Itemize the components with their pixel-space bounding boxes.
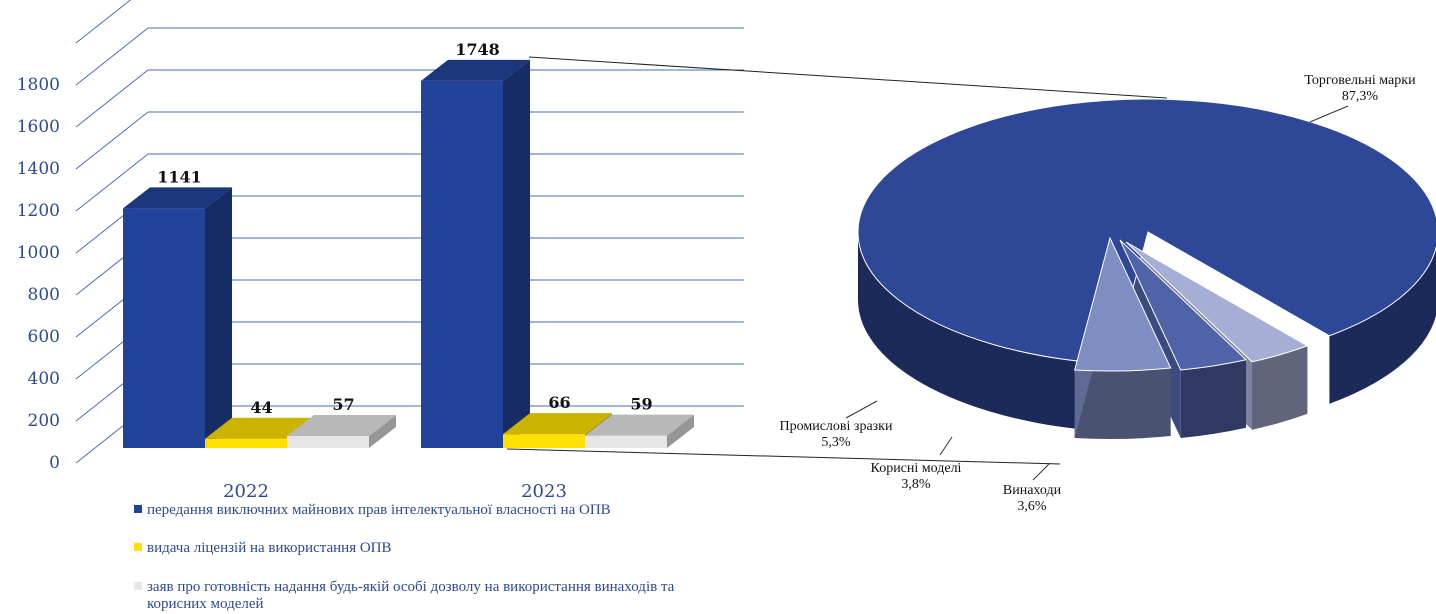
legend-label: передання виключних майнових прав інтеле… (147, 502, 611, 518)
x-tick-label: 2022 (223, 481, 269, 500)
bar (585, 435, 667, 448)
y-tick-label: 800 (28, 285, 60, 305)
legend-swatch (134, 582, 142, 590)
pie-value-label: 5,3% (821, 435, 851, 450)
bar-top (503, 413, 612, 435)
bar (205, 438, 287, 448)
y-tick-label: 1800 (17, 75, 60, 95)
bar-side (667, 414, 694, 448)
pie-slice-side (858, 232, 1113, 433)
bar (421, 80, 503, 449)
data-label: 1748 (455, 40, 500, 59)
data-label: 57 (332, 395, 354, 414)
label-leader (845, 400, 878, 419)
legend-label: видача ліцензій на використання ОПВ (147, 540, 392, 556)
label-leader (1309, 105, 1349, 123)
pie-slice-side (1252, 345, 1308, 430)
pie-label: Торговельні марки (1304, 73, 1416, 88)
legend-swatch (134, 505, 142, 513)
bar-side (503, 59, 530, 449)
pie-slice (857, 98, 1436, 365)
pie-slice (1119, 239, 1248, 371)
legend-swatch (134, 543, 142, 551)
pie-label: Корисні моделі (871, 461, 962, 476)
pie-slice-side (1180, 359, 1247, 439)
y-tick-label: 1000 (17, 243, 60, 263)
bar-top (205, 417, 314, 439)
y-tick-label: 600 (28, 327, 60, 347)
bar-side (205, 187, 232, 448)
label-leader (1032, 462, 1051, 481)
y-tick-label: 200 (28, 411, 60, 431)
y-tick-label: 400 (28, 369, 60, 389)
bar-top (421, 59, 530, 81)
connector-line (528, 56, 1168, 99)
gridline-diagonal (75, 27, 149, 86)
bar (123, 208, 205, 448)
gridline-diagonal (75, 0, 132, 44)
pie-value-label: 87,3% (1342, 89, 1379, 104)
data-label: 59 (630, 395, 652, 414)
pie-slice (1074, 236, 1172, 372)
legend-item-licenses: видача ліцензій на використання ОПВ (134, 540, 734, 557)
legend-label: заяв про готовність надання будь-якій ос… (147, 579, 675, 612)
pie-slice-side (1329, 247, 1436, 404)
pie-value-label: 3,6% (1017, 499, 1047, 514)
y-tick-label: 1400 (17, 159, 60, 179)
gridline-diagonal (75, 111, 149, 170)
bar-chart: 0 200 400 600 800 1000 1200 1400 1600 1800 1141 44 5… (17, 0, 744, 500)
y-tick-label: 0 (49, 453, 60, 473)
connector-line (506, 448, 1061, 465)
gridline-diagonal (75, 153, 149, 212)
data-label: 66 (548, 393, 570, 412)
data-label: 1141 (157, 167, 202, 186)
bar-side (369, 415, 396, 448)
pie-label: Винаходи (1003, 483, 1062, 498)
bar-top (585, 414, 694, 436)
bar (503, 434, 585, 448)
legend-item-declarations: заяв про готовність надання будь-якій ос… (134, 579, 734, 613)
data-label: 44 (250, 398, 272, 417)
x-tick-label: 2023 (521, 481, 567, 500)
pie-value-label: 3,8% (901, 477, 931, 492)
gridline-diagonal (75, 69, 149, 128)
pie-slice (1125, 241, 1309, 363)
pie-label: Промислові зразки (780, 419, 893, 434)
bar-top (287, 415, 396, 437)
bar-top (123, 187, 232, 209)
pie-slice-side (1074, 368, 1171, 439)
bar (287, 436, 369, 448)
y-tick-label: 1600 (17, 117, 60, 137)
label-leader (939, 436, 953, 456)
y-tick-label: 1200 (17, 201, 60, 221)
legend-item-transfer: передання виключних майнових прав інтеле… (134, 502, 734, 519)
